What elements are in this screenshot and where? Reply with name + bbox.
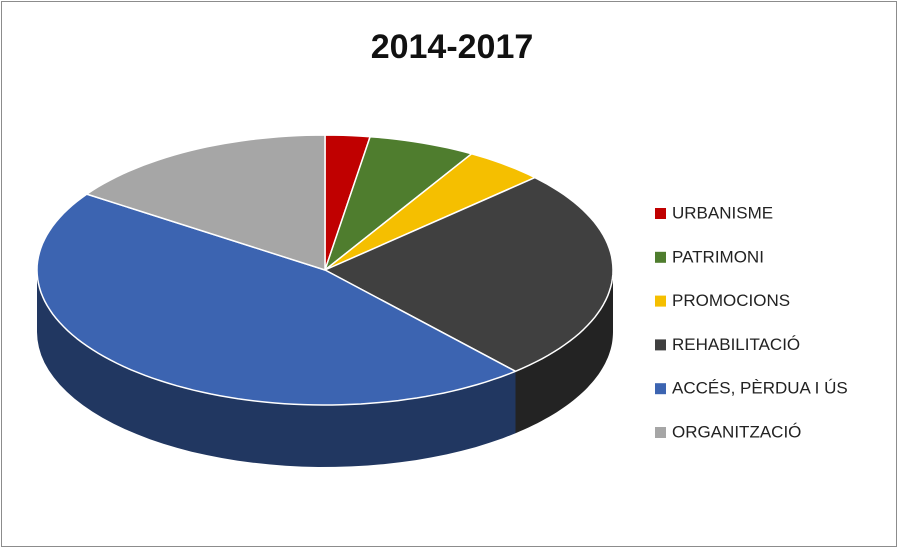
slice-side xyxy=(515,270,613,434)
chart-title: 2014-2017 xyxy=(371,28,534,66)
legend-swatch xyxy=(655,339,666,351)
legend-swatch xyxy=(655,208,666,219)
legend-label: REHABILITACIÓ xyxy=(672,335,800,354)
slice-side xyxy=(37,270,516,467)
slice xyxy=(324,135,473,271)
legend-label: URBANISME xyxy=(672,203,773,222)
slice xyxy=(36,193,517,406)
legend-label: PATRIMONI xyxy=(672,247,764,266)
legend-swatch xyxy=(655,383,666,395)
legend-label: ORGANITZACIÓ xyxy=(672,422,801,441)
slice xyxy=(324,153,536,271)
slice xyxy=(324,176,614,373)
slice xyxy=(86,134,326,271)
legend-swatch xyxy=(655,427,666,438)
legend-label: PROMOCIONS xyxy=(672,291,790,310)
legend-swatch xyxy=(655,251,666,263)
legend-swatch xyxy=(655,295,666,307)
legend-label: ACCÉS, PÈRDUA I ÚS xyxy=(672,379,848,398)
